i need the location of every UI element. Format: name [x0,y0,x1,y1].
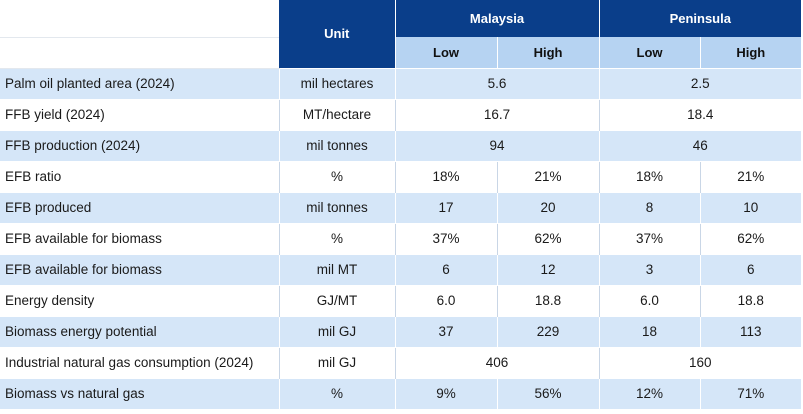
row-label: Biomass energy potential [0,315,279,347]
malaysia-low-value: 17 [394,191,497,223]
table-row: Palm oil planted area (2024) mil hectares… [0,67,802,99]
peninsula-high-value: 113 [699,315,802,347]
header-blank-2 [0,37,279,69]
peninsula-value: 46 [598,129,802,161]
row-label: Biomass vs natural gas [0,377,279,409]
malaysia-high-value: 56% [496,377,600,409]
row-unit: % [278,222,396,254]
row-unit: % [278,160,396,192]
table-row: EFB ratio% 18% 21% 18% 21% [0,160,802,192]
malaysia-high-value: 62% [496,222,600,254]
peninsula-high-value: 62% [699,222,802,254]
row-label: FFB yield (2024) [0,98,279,130]
malaysia-low-value: 37% [394,222,497,254]
row-unit: mil GJ [278,346,396,378]
header-blank [0,0,279,38]
peninsula-value: 160 [598,346,802,378]
malaysia-low-value: 6.0 [394,284,497,316]
peninsula-high-value: 18.8 [699,284,802,316]
row-label: EFB produced [0,191,279,223]
table-row: EFB produced mil tonnes 17 20 8 10 [0,191,802,223]
malaysia-value: 406 [395,346,600,378]
table-body: Palm oil planted area (2024) mil hectares… [0,67,802,409]
peninsula-low-value: 18 [598,315,701,347]
peninsula-low-value: 12% [598,377,701,409]
row-unit: MT/hectare [278,98,396,130]
peninsula-low-value: 6.0 [598,284,701,316]
peninsula-high-value: 10 [699,191,802,223]
header-sub-high-malaysia: High [496,37,600,68]
table-row: Energy density GJ/MT 6.0 18.8 6.0 18.8 [0,284,802,316]
header-unit: Unit [279,0,395,68]
header-sub-low-malaysia: Low [394,37,497,68]
header-sub-low-peninsula: Low [598,37,701,68]
malaysia-high-value: 229 [496,315,600,347]
row-label: EFB ratio [0,160,279,192]
row-label: Energy density [0,284,279,316]
header-group-peninsula: Peninsula [598,0,802,37]
malaysia-value: 5.6 [395,67,600,99]
malaysia-high-value: 12 [496,253,600,285]
peninsula-low-value: 3 [598,253,701,285]
table-row: Industrial natural gas consumption (2024… [0,346,802,378]
table-row: FFB yield (2024) MT/hectare 16.7 18.4 [0,98,802,130]
row-label: Industrial natural gas consumption (2024… [0,346,279,378]
table-row: Biomass vs natural gas% 9% 56% 12% 71% [0,377,802,409]
malaysia-low-value: 18% [394,160,497,192]
row-unit: mil MT [278,253,396,285]
malaysia-low-value: 9% [394,377,497,409]
table-row: Biomass energy potential mil GJ 37 229 18 113 [0,315,802,347]
row-unit: mil tonnes [278,191,396,223]
table-row: EFB available for biomass mil MT 6 12 3 6 [0,253,802,285]
header-sub-high-peninsula: High [699,37,802,68]
malaysia-high-value: 21% [496,160,600,192]
row-unit: % [278,377,396,409]
row-unit: mil tonnes [278,129,396,161]
malaysia-low-value: 37 [394,315,497,347]
peninsula-low-value: 18% [598,160,701,192]
malaysia-high-value: 18.8 [496,284,600,316]
header-group-malaysia: Malaysia [394,0,600,37]
row-label: Palm oil planted area (2024) [0,67,279,99]
peninsula-low-value: 37% [598,222,701,254]
peninsula-value: 18.4 [598,98,802,130]
peninsula-high-value: 21% [699,160,802,192]
peninsula-high-value: 6 [699,253,802,285]
row-label: FFB production (2024) [0,129,279,161]
row-label: EFB available for biomass [0,253,279,285]
row-unit: mil GJ [278,315,396,347]
malaysia-value: 94 [395,129,600,161]
row-unit: GJ/MT [278,284,396,316]
peninsula-high-value: 71% [699,377,802,409]
peninsula-value: 2.5 [598,67,802,99]
table-row: EFB available for biomass% 37% 62% 37% 62% [0,222,802,254]
malaysia-high-value: 20 [496,191,600,223]
row-unit: mil hectares [278,67,396,99]
malaysia-value: 16.7 [395,98,600,130]
peninsula-low-value: 8 [598,191,701,223]
table-row: FFB production (2024) mil tonnes 94 46 [0,129,802,161]
row-label: EFB available for biomass [0,222,279,254]
malaysia-low-value: 6 [394,253,497,285]
